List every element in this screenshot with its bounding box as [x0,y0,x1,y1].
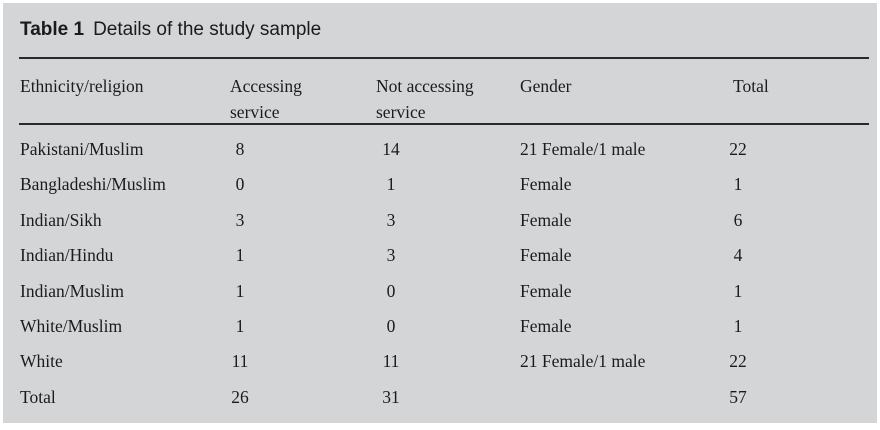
cell-gender: Female [520,174,572,194]
cell-ethnicity: Bangladeshi/Muslim [20,174,166,194]
cell-accessing: 1 [235,281,245,301]
column-header-accessing: Accessing service [230,76,302,122]
cell-not-accessing: 11 [382,351,400,371]
cell-accessing: 1 [235,245,245,265]
rule-below-title [19,57,869,59]
cell-not-accessing: 3 [386,210,396,230]
cell-total: 57 [729,387,747,407]
cell-ethnicity: Indian/Muslim [20,281,125,301]
cell-total: 1 [733,281,743,301]
rule-below-header [19,123,869,125]
table-number: Table 1 [20,19,85,40]
cell-ethnicity: White/Muslim [20,316,123,336]
column-header-gender: Gender [520,76,572,96]
cell-gender: Female [520,245,572,265]
cell-accessing: 3 [235,210,245,230]
cell-not-accessing: 14 [382,139,400,159]
column-header-ethnicity: Ethnicity/religion [20,76,144,96]
table-row: White/Muslim 1 0 Female 1 [3,316,880,338]
table-caption-text: Details of the study sample [93,19,322,40]
cell-gender: Female [520,281,572,301]
cell-not-accessing: 3 [386,245,396,265]
cell-total: 1 [733,316,743,336]
cell-accessing: 8 [235,139,245,159]
cell-not-accessing: 0 [386,281,396,301]
cell-ethnicity: Pakistani/Muslim [20,139,144,159]
cell-ethnicity: Indian/Sikh [20,210,102,230]
table-row: Indian/Sikh 3 3 Female 6 [3,210,880,232]
cell-total: 1 [733,174,743,194]
cell-ethnicity: Total [20,387,56,407]
cell-ethnicity: Indian/Hindu [20,245,114,265]
cell-accessing: 0 [235,174,245,194]
table-caption: Table 1 Details of the study sample [20,19,321,41]
table-row: White 11 11 21 Female/1 male 22 [3,351,880,373]
cell-accessing: 1 [235,316,245,336]
table-row-total: Total 26 31 57 [3,387,880,409]
table-row: Indian/Hindu 1 3 Female 4 [3,245,880,267]
cell-gender: 21 Female/1 male [520,351,646,371]
cell-total: 6 [733,210,743,230]
column-header-not-accessing: Not accessing service [376,76,474,122]
cell-total: 22 [729,351,747,371]
table-row: Pakistani/Muslim 8 14 21 Female/1 male 2… [3,139,880,161]
table-panel: Table 1 Details of the study sample Ethni… [3,3,877,423]
table-row: Bangladeshi/Muslim 0 1 Female 1 [3,174,880,196]
cell-ethnicity: White [20,351,63,371]
cell-accessing: 11 [231,351,249,371]
column-header-total: Total [733,76,769,96]
cell-gender: Female [520,210,572,230]
table-row: Indian/Muslim 1 0 Female 1 [3,281,880,303]
cell-not-accessing: 1 [386,174,396,194]
cell-total: 22 [729,139,747,159]
cell-not-accessing: 31 [382,387,400,407]
cell-total: 4 [733,245,743,265]
cell-not-accessing: 0 [386,316,396,336]
cell-accessing: 26 [231,387,249,407]
cell-gender: Female [520,316,572,336]
cell-gender: 21 Female/1 male [520,139,646,159]
